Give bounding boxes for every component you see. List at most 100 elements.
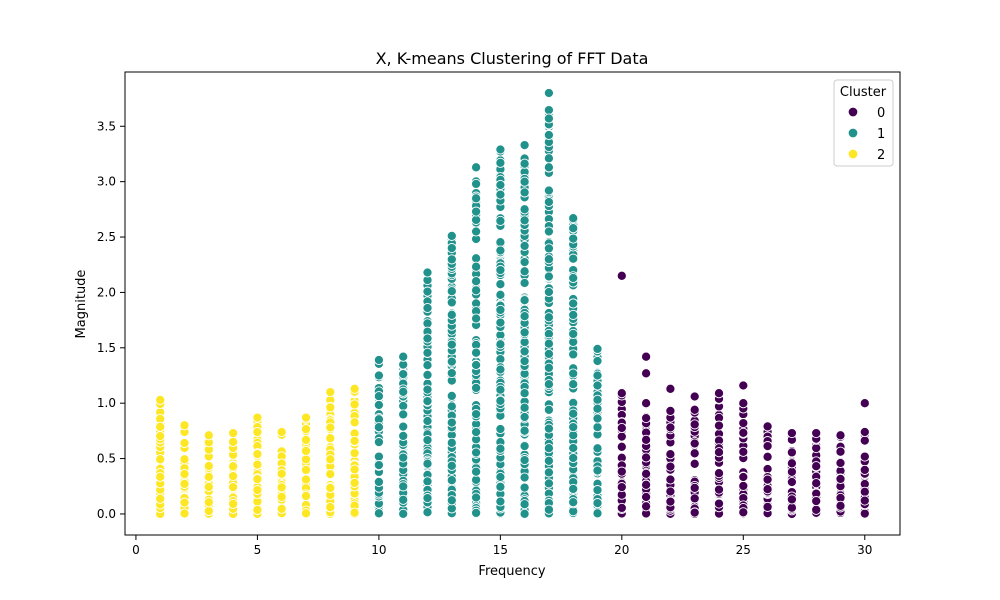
data-point [446, 437, 457, 448]
data-point [762, 474, 773, 485]
data-point [859, 426, 870, 438]
data-point [373, 437, 384, 448]
data-point [422, 476, 433, 487]
data-point [422, 396, 433, 407]
x-axis-label: Frequency [478, 564, 545, 579]
data-point [689, 438, 700, 449]
data-point [689, 391, 700, 402]
data-point [543, 254, 554, 265]
data-point [398, 494, 409, 505]
data-point [713, 447, 725, 458]
data-point [835, 500, 846, 511]
data-point [616, 502, 627, 513]
data-point [859, 486, 870, 497]
data-point [203, 497, 214, 508]
data-point [543, 338, 554, 349]
data-point [373, 451, 384, 462]
data-point [859, 451, 870, 462]
data-point [689, 507, 700, 518]
x-tick-label: 15 [493, 543, 508, 557]
data-point [616, 482, 627, 493]
x-tick-label: 25 [736, 543, 751, 557]
data-point [641, 468, 652, 479]
data-point [592, 508, 603, 519]
data-point [228, 482, 239, 493]
data-point [641, 479, 652, 490]
data-point [495, 443, 506, 454]
data-point [398, 386, 409, 397]
data-point [422, 369, 433, 380]
data-point [446, 309, 457, 320]
data-point [616, 388, 627, 399]
data-point [592, 355, 603, 367]
data-point [179, 454, 190, 465]
data-point [471, 382, 482, 393]
data-point [446, 417, 457, 428]
data-point [422, 507, 433, 518]
data-point [471, 447, 482, 458]
data-point [349, 448, 360, 459]
data-point [665, 449, 676, 460]
data-point [689, 404, 700, 415]
data-point [422, 302, 433, 314]
data-point [398, 409, 409, 420]
data-point [665, 405, 676, 416]
data-point [568, 328, 579, 339]
data-point [446, 243, 457, 254]
data-point [568, 422, 579, 433]
data-point [543, 113, 554, 124]
data-point [835, 473, 846, 484]
data-point [471, 178, 482, 189]
data-point [641, 368, 652, 379]
data-point [786, 476, 797, 488]
data-point [349, 399, 360, 410]
data-point [422, 458, 433, 469]
data-point [155, 471, 166, 482]
y-tick-label: 2.5 [97, 230, 116, 244]
data-point [446, 475, 457, 486]
data-point [665, 474, 676, 485]
y-axis-label: Magnitude [74, 270, 89, 339]
data-point [543, 362, 554, 373]
data-point [519, 266, 530, 277]
data-point [252, 412, 263, 423]
data-point [592, 422, 603, 433]
data-point [543, 153, 554, 164]
data-point [252, 449, 263, 460]
data-point [592, 413, 603, 424]
data-point [252, 474, 263, 485]
data-point [495, 364, 506, 375]
data-point [543, 404, 554, 415]
data-point [471, 261, 482, 272]
plot-frame [124, 71, 901, 536]
data-point [349, 464, 360, 475]
data-point [155, 454, 166, 465]
data-point [713, 388, 725, 399]
data-point [859, 464, 870, 475]
data-point [471, 214, 482, 225]
data-point [859, 398, 870, 409]
y-tick-label: 2.0 [97, 285, 116, 299]
data-point [349, 435, 360, 446]
data-point [859, 508, 870, 519]
data-point [713, 420, 725, 431]
data-point [155, 493, 166, 504]
data-point [568, 379, 579, 390]
data-point [179, 478, 190, 489]
data-point [616, 466, 627, 477]
data-point [592, 343, 603, 354]
data-points [155, 87, 870, 520]
data-point [155, 394, 166, 405]
data-point [398, 351, 409, 362]
data-point [738, 418, 749, 429]
data-point [446, 230, 457, 241]
data-point [446, 339, 457, 350]
data-point [373, 476, 384, 487]
data-point [835, 457, 846, 469]
data-point [325, 482, 336, 493]
data-point [495, 317, 506, 328]
x-tick-label: 10 [371, 543, 386, 557]
data-point [495, 265, 506, 276]
data-point [422, 415, 433, 427]
data-point [543, 455, 554, 466]
